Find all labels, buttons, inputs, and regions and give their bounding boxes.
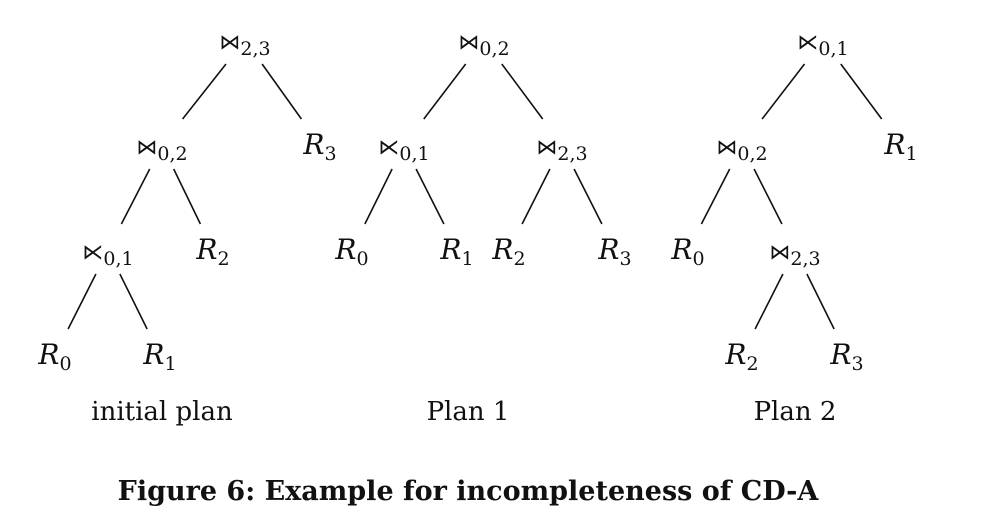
plan2-edge (840, 63, 883, 120)
initial-join-2-3: ⋈2,3 (219, 30, 270, 60)
plan2-edge (700, 168, 731, 225)
plan1-edge (415, 168, 445, 225)
plan2-edge (806, 273, 835, 330)
initial-edge (181, 63, 227, 120)
plan2-edge (753, 168, 783, 225)
initial-relation-R0: R0 (37, 338, 71, 375)
initial-edge (172, 168, 202, 225)
plan1-edge (573, 168, 603, 225)
plan-labels: initial plan Plan 1 Plan 2 (91, 397, 836, 427)
initial-edge (261, 63, 303, 120)
plan-edges (67, 63, 883, 330)
plan-nodes: ⋈2,3 ⋈0,2 ⋉0,1 R0 R1 R2 R3 ⋈0,2 ⋉0,1 R0 R1 ⋈2,3 R2 R3… (37, 30, 917, 375)
plan2-relation-R1: R1 (883, 128, 917, 165)
initial-relation-R1: R1 (142, 338, 176, 375)
figure-caption: Figure 6: Example for incompleteness of … (118, 476, 820, 507)
plan2-edge (761, 63, 806, 120)
plan1-semijoin-0-1: ⋉0,1 (378, 135, 429, 165)
plan1-edge (501, 63, 544, 120)
plan2-relation-R2: R2 (724, 338, 758, 375)
initial-edge (119, 273, 148, 330)
plan1-relation-R1: R1 (439, 233, 473, 270)
plan1-relation-R0: R0 (334, 233, 368, 270)
plan1-edge (364, 168, 393, 225)
plan1-relation-R2: R2 (491, 233, 525, 270)
initial-relation-R3: R3 (302, 128, 336, 165)
initial-label: initial plan (91, 397, 233, 427)
plan2-label: Plan 2 (754, 397, 837, 427)
initial-relation-R2: R2 (195, 233, 229, 270)
plan2-semijoin-0-1: ⋉0,1 (797, 30, 848, 60)
plan2-relation-R0: R0 (670, 233, 704, 270)
plan1-join-0-2: ⋈0,2 (458, 30, 509, 60)
initial-semijoin-0-1: ⋉0,1 (82, 240, 133, 270)
plan2-relation-R3: R3 (829, 338, 863, 375)
plan1-join-2-3: ⋈2,3 (536, 135, 587, 165)
plan1-edge (521, 168, 551, 225)
plan1-edge (423, 63, 467, 120)
initial-edge (120, 168, 151, 225)
initial-join-0-2: ⋈0,2 (136, 135, 187, 165)
plan2-join-0-2: ⋈0,2 (716, 135, 767, 165)
plan2-edge (754, 273, 784, 330)
initial-edge (67, 273, 97, 330)
plan1-relation-R3: R3 (597, 233, 631, 270)
plan1-label: Plan 1 (427, 397, 510, 427)
plan2-join-2-3: ⋈2,3 (769, 240, 820, 270)
